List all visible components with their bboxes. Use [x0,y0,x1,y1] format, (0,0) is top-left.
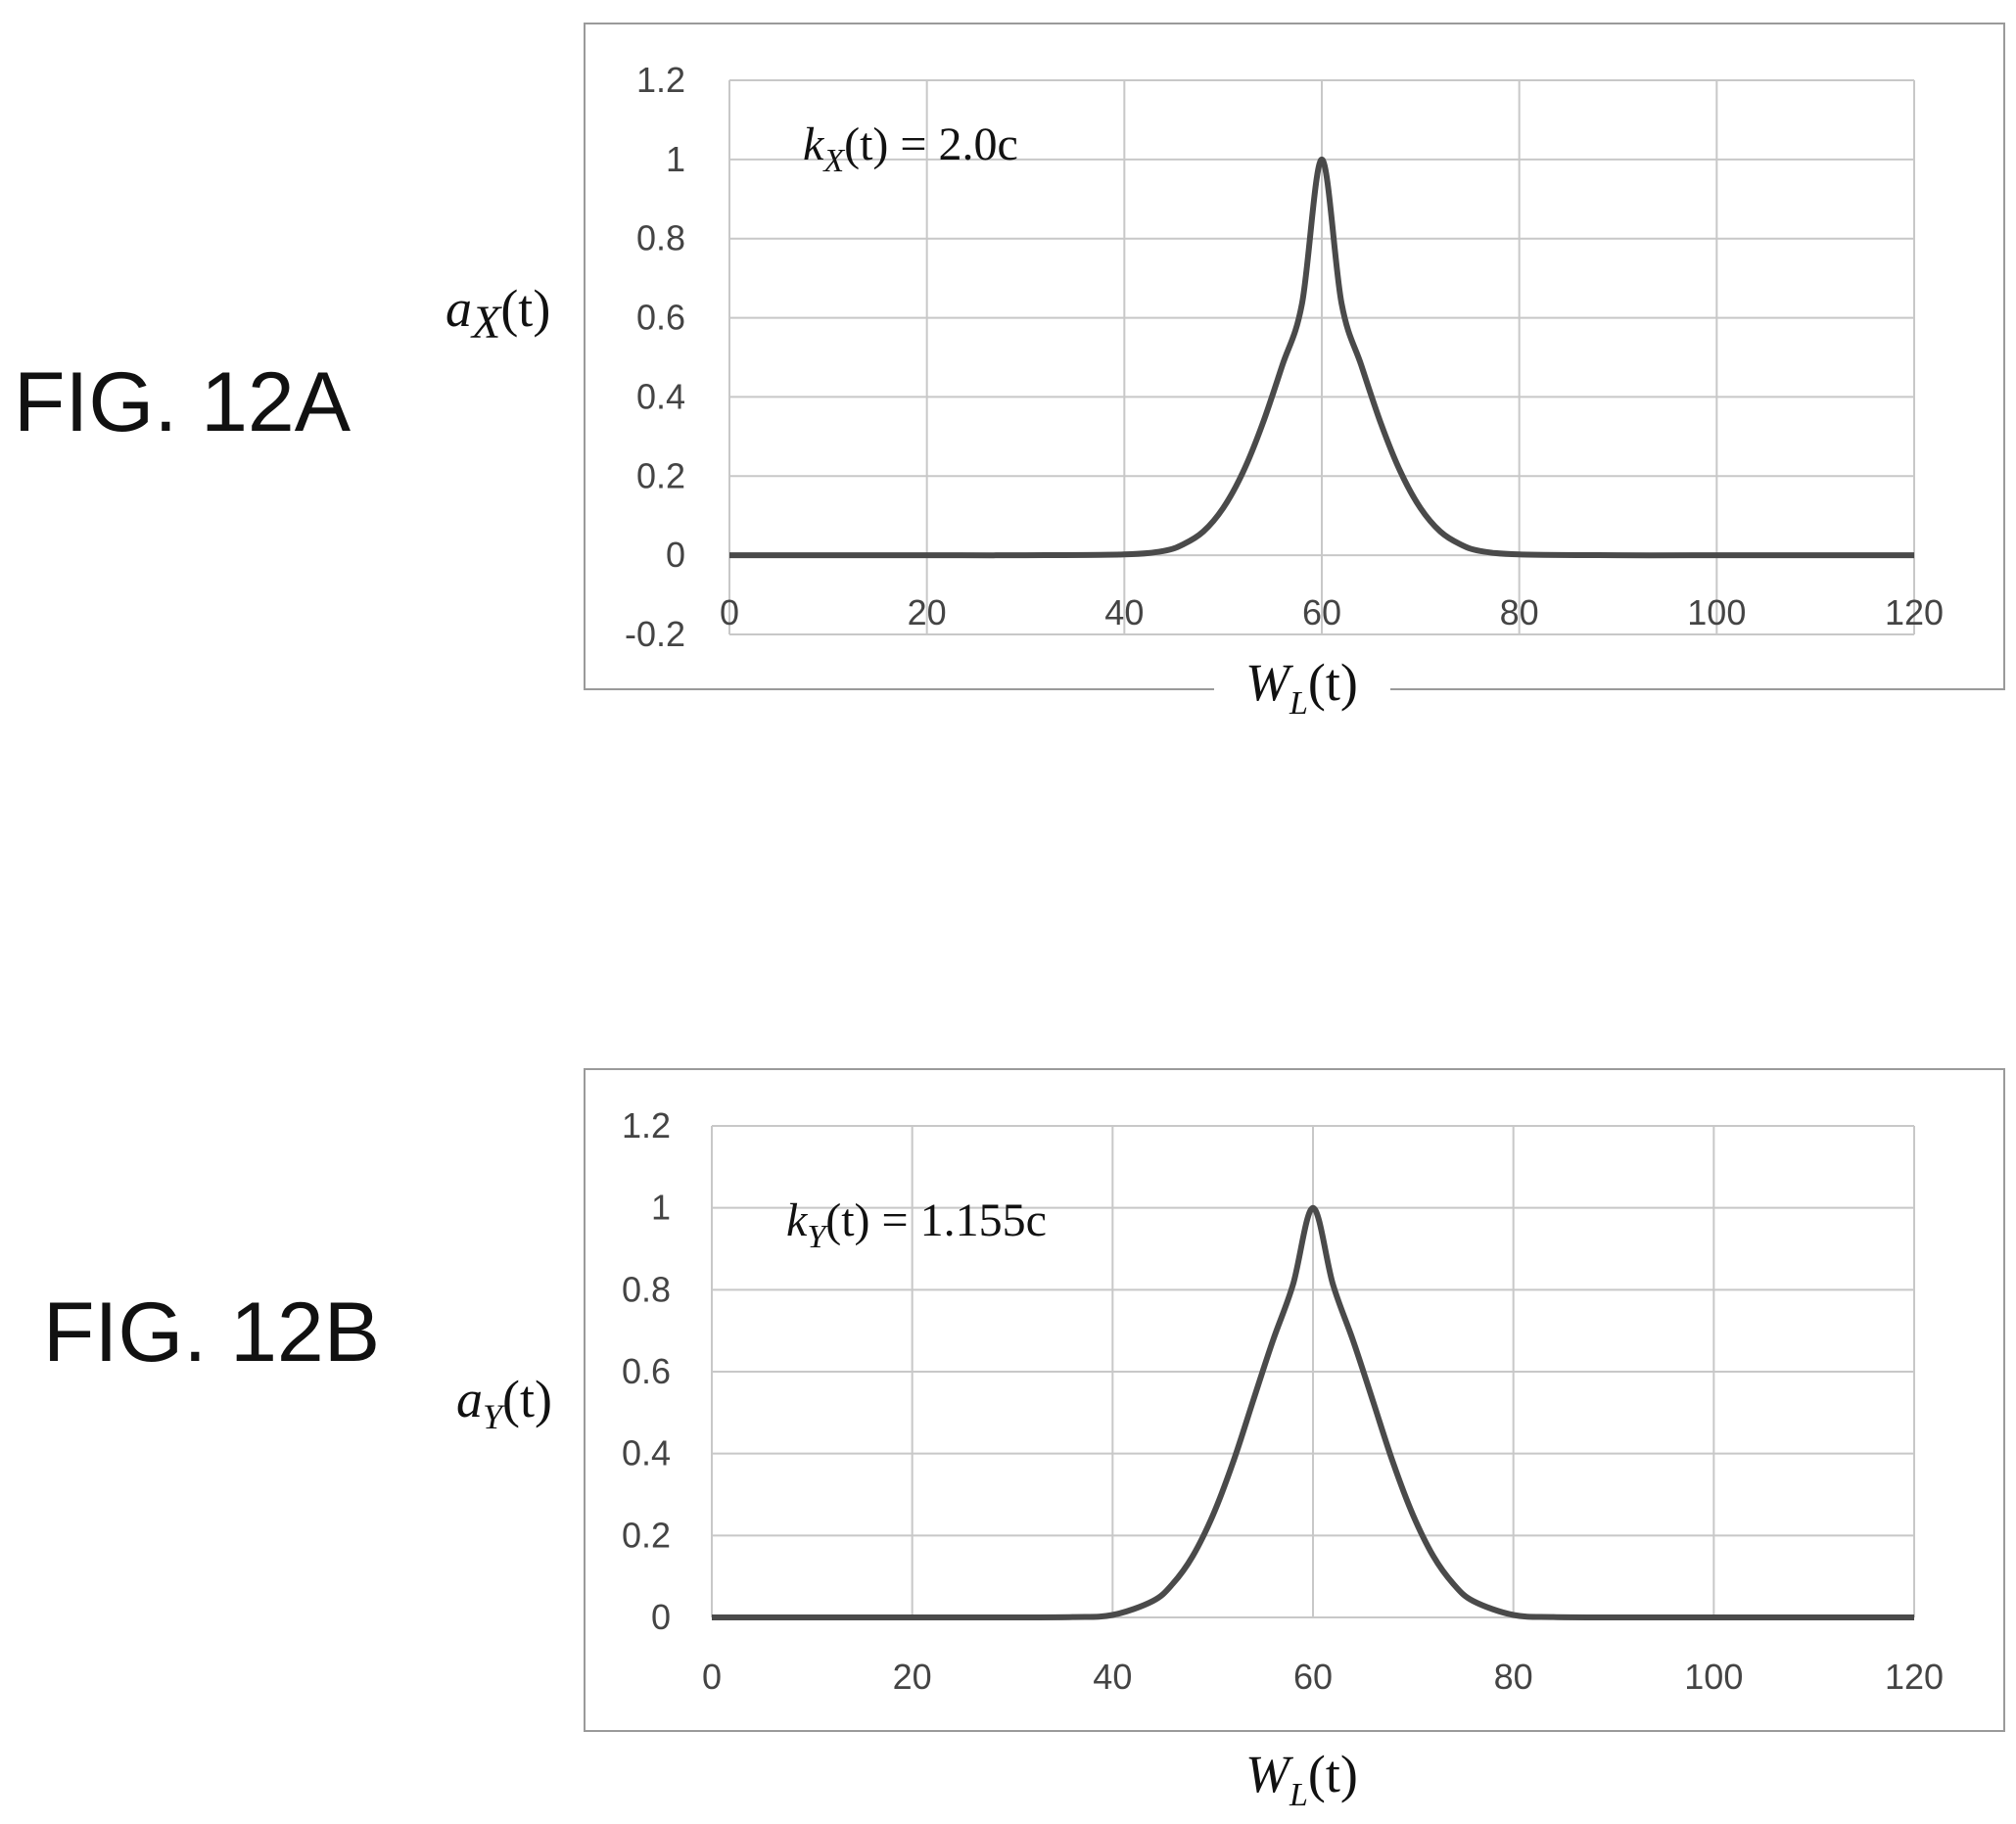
annotation-arg: (t) [825,1194,869,1246]
x-tick-label: 0 [720,592,739,632]
y-axis-label-sub: X [470,297,502,349]
y-tick-label: 0 [666,535,685,575]
y-tick-label: 1 [651,1188,671,1228]
y-axis-label-arg: (t) [502,1370,552,1428]
x-tick-label: 120 [1885,1657,1944,1697]
y-tick-label: 1 [666,139,685,179]
x-tick-label: 0 [702,1657,722,1697]
annotation-12b: kY(t) = 1.155c [786,1194,1047,1255]
x-tick-label: 120 [1885,592,1944,632]
y-axis-label-12a: aX(t) [445,279,550,349]
y-tick-label: 0.2 [622,1515,671,1555]
x-axis-label-arg: (t) [1308,1745,1358,1803]
y-axis-label-base: a [445,279,472,338]
x-tick-label: 40 [1104,592,1144,632]
chart-12b: 0 0.2 0.4 0.6 0.8 1 1.2 0 20 40 60 80 100 120 [622,1105,1944,1697]
y-axis-label-12b: aY(t) [456,1370,552,1436]
x-axis-label-background-12a [1214,651,1390,720]
x-axis-label-sub: L [1289,685,1308,722]
x-tick-label: 60 [1302,592,1341,632]
y-tick-label: 0.2 [636,455,685,495]
x-tick-label: 100 [1684,1657,1743,1697]
x-tick-label: 100 [1687,592,1746,632]
annotation-base: k [786,1194,809,1246]
figure-label-12b: FIG. 12B [43,1286,380,1380]
annotation-rhs: = 1.155c [870,1194,1047,1246]
x-tick-label: 80 [1500,592,1539,632]
y-tick-label: -0.2 [625,614,685,654]
x-axis-label-base: W [1245,653,1294,712]
y-tick-label: 0.8 [636,218,685,258]
y-tick-label: 0.4 [622,1433,671,1473]
annotation-arg: (t) [844,118,888,170]
x-tick-label: 40 [1093,1657,1132,1697]
x-axis-label-12a: WL(t) [1245,653,1358,722]
x-axis-label-12b: WL(t) [1245,1745,1358,1813]
x-tick-label: 60 [1293,1657,1333,1697]
y-axis-label-sub: Y [483,1397,506,1436]
y-axis-label-base: a [456,1370,483,1428]
y-tick-label: 0.8 [622,1269,671,1309]
figure-label-12a: FIG. 12A [14,355,352,449]
y-axis-label-arg: (t) [500,279,550,338]
series-line [729,156,1914,559]
x-axis-label-sub: L [1289,1777,1308,1813]
chart-12a: -0.2 0 0.2 0.4 0.6 0.8 1 1.2 0 20 40 60 80 100 120 [625,60,1944,654]
x-axis-label-arg: (t) [1308,653,1358,712]
annotation-rhs: = 2.0c [888,118,1017,170]
y-tick-label: 0.6 [622,1351,671,1391]
y-tick-label: 0 [651,1597,671,1637]
series-line [711,1204,1914,1621]
annotation-12a: kX(t) = 2.0c [803,118,1018,179]
y-tick-label: 0.6 [636,298,685,338]
y-tick-label: 0.4 [636,376,685,416]
chart-frame-12b [584,1068,2005,1732]
x-axis-label-base: W [1245,1745,1294,1803]
x-tick-label: 20 [908,592,947,632]
annotation-base: k [803,118,825,170]
x-tick-label: 20 [893,1657,932,1697]
y-tick-label: 1.2 [636,60,685,100]
y-tick-label: 1.2 [622,1105,671,1146]
annotation-sub: Y [807,1219,828,1255]
x-tick-label: 80 [1494,1657,1533,1697]
annotation-sub: X [821,143,845,179]
chart-frame-12a [584,23,2005,690]
